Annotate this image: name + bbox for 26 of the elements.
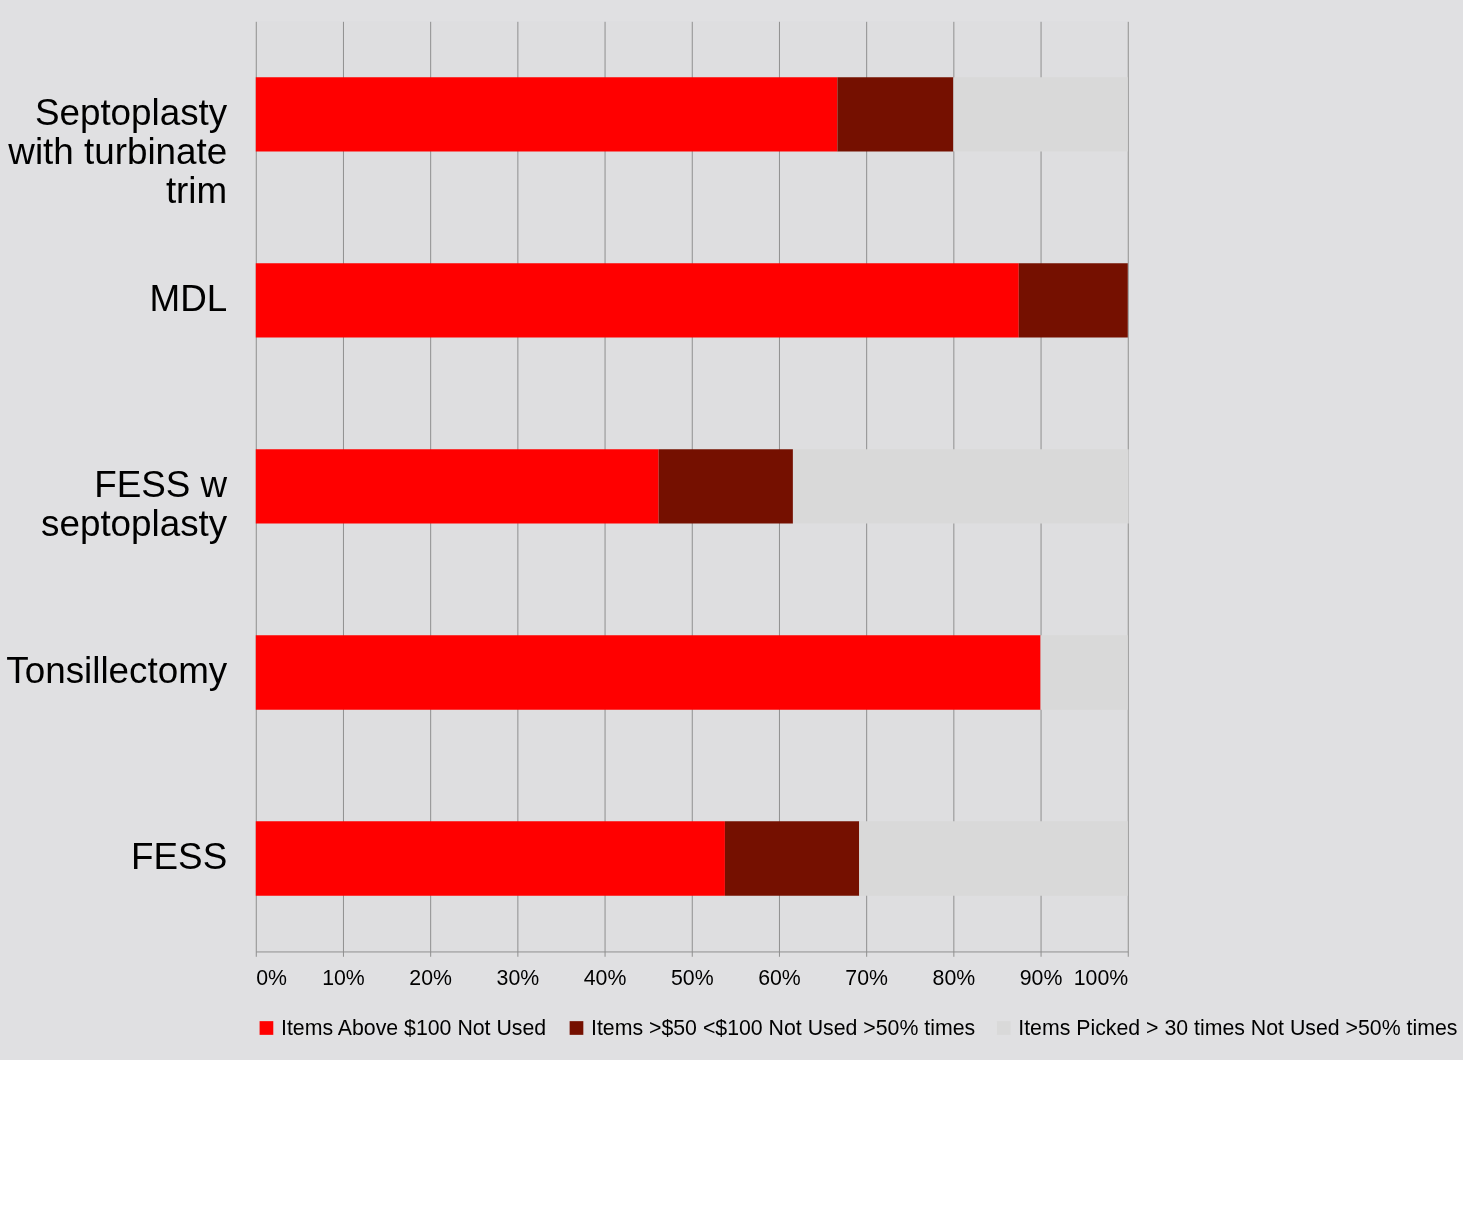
x-tick-label: 10%	[322, 965, 365, 990]
x-tick-label: 90%	[1019, 965, 1063, 990]
bar	[255, 449, 659, 524]
legend-label: Items Above $100 Not Used	[280, 1015, 547, 1040]
legend-label: Items >$50 <$100 Not Used >50% times	[591, 1015, 976, 1040]
y-tick-label: Tonsillectomy	[6, 650, 228, 692]
y-tick-label: FESS w septoplasty	[41, 464, 228, 544]
bar	[255, 77, 838, 152]
bar	[953, 77, 1128, 152]
x-tick-label: 70%	[845, 965, 889, 990]
x-tick-label: 0%	[256, 965, 288, 990]
bar	[1018, 263, 1128, 338]
x-tick-label: 60%	[758, 965, 801, 990]
y-tick-label: FESS	[131, 836, 228, 878]
x-tick-label: 40%	[583, 965, 627, 990]
bar	[837, 77, 954, 152]
legend-label: Items Picked > 30 times Not Used >50% times	[1018, 1015, 1458, 1040]
x-tick-label: 20%	[409, 965, 453, 990]
x-tick-label: 50%	[670, 965, 714, 990]
x-tick-label: 100%	[1073, 965, 1129, 990]
y-tick-label: MDL	[149, 278, 228, 320]
bar	[255, 821, 725, 896]
bar	[255, 263, 1019, 338]
x-tick-label: 80%	[932, 965, 976, 990]
x-tick-label: 30%	[496, 965, 540, 990]
y-tick-label: Septoplasty with turbinate trim	[7, 92, 228, 211]
